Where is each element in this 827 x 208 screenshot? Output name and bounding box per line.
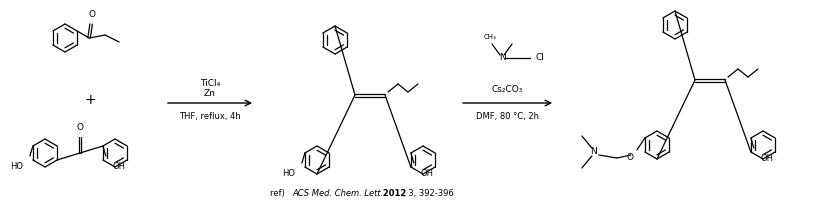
Text: Zn: Zn bbox=[204, 88, 216, 98]
Text: 2012: 2012 bbox=[380, 189, 406, 198]
Text: N: N bbox=[499, 53, 505, 62]
Text: DMF, 80 °C, 2h: DMF, 80 °C, 2h bbox=[476, 111, 538, 120]
Text: O: O bbox=[77, 123, 84, 132]
Text: , 3, 392-396: , 3, 392-396 bbox=[403, 189, 454, 198]
Text: CH₃: CH₃ bbox=[484, 34, 496, 40]
Text: THF, reflux, 4h: THF, reflux, 4h bbox=[179, 111, 241, 120]
Text: ref): ref) bbox=[270, 189, 288, 198]
Text: +: + bbox=[84, 93, 96, 107]
Text: Cl: Cl bbox=[535, 53, 544, 62]
Text: O: O bbox=[627, 153, 633, 162]
Text: ACS Med. Chem. Lett.: ACS Med. Chem. Lett. bbox=[292, 189, 383, 198]
Text: Cs₂CO₃: Cs₂CO₃ bbox=[491, 85, 523, 94]
Text: N: N bbox=[590, 147, 597, 156]
Text: OH: OH bbox=[421, 169, 434, 178]
Text: OH: OH bbox=[112, 162, 126, 171]
Text: O: O bbox=[88, 10, 96, 19]
Text: TiCl₄: TiCl₄ bbox=[200, 78, 220, 88]
Text: HO: HO bbox=[282, 169, 295, 178]
Text: OH: OH bbox=[761, 154, 774, 163]
Text: HO: HO bbox=[10, 162, 23, 171]
